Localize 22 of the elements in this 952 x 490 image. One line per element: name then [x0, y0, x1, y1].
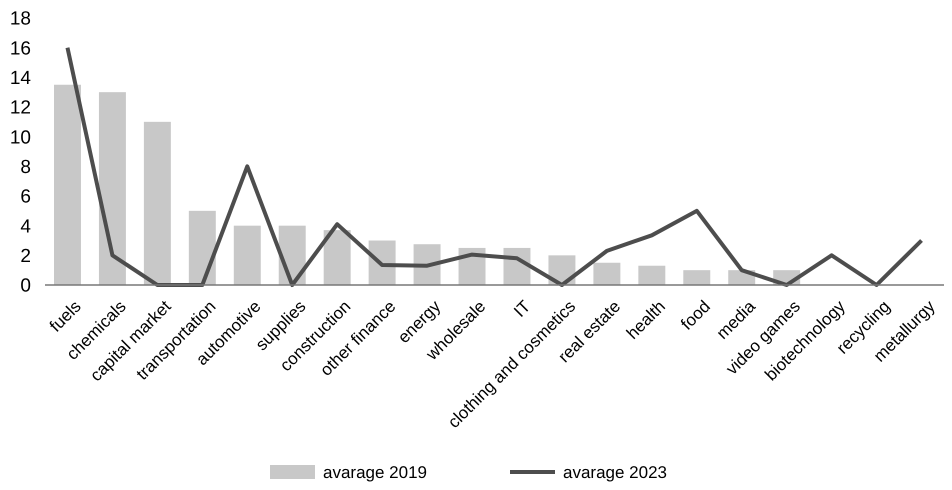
y-tick-label: 8 [20, 156, 31, 178]
y-tick-label: 12 [10, 98, 31, 119]
bar [324, 230, 351, 285]
bar [593, 262, 620, 285]
bar [98, 92, 126, 285]
legend-label: avarage 2023 [563, 462, 667, 482]
y-tick-label: 0 [20, 276, 31, 297]
y-tick-label: 16 [10, 38, 31, 60]
y-tick-label: 10 [10, 127, 31, 148]
bar [638, 266, 666, 285]
y-tick-label: 4 [20, 216, 32, 238]
y-tick-label: 18 [10, 8, 31, 30]
bar [683, 270, 710, 285]
y-tick-label: 6 [20, 186, 31, 208]
y-tick-label: 14 [10, 68, 32, 89]
y-tick-label: 2 [20, 246, 31, 267]
bar [188, 210, 216, 285]
bar [54, 84, 81, 285]
legend-label: avarage 2019 [323, 462, 427, 482]
line-series [65, 46, 924, 287]
bar [144, 122, 171, 285]
bar [234, 226, 261, 285]
